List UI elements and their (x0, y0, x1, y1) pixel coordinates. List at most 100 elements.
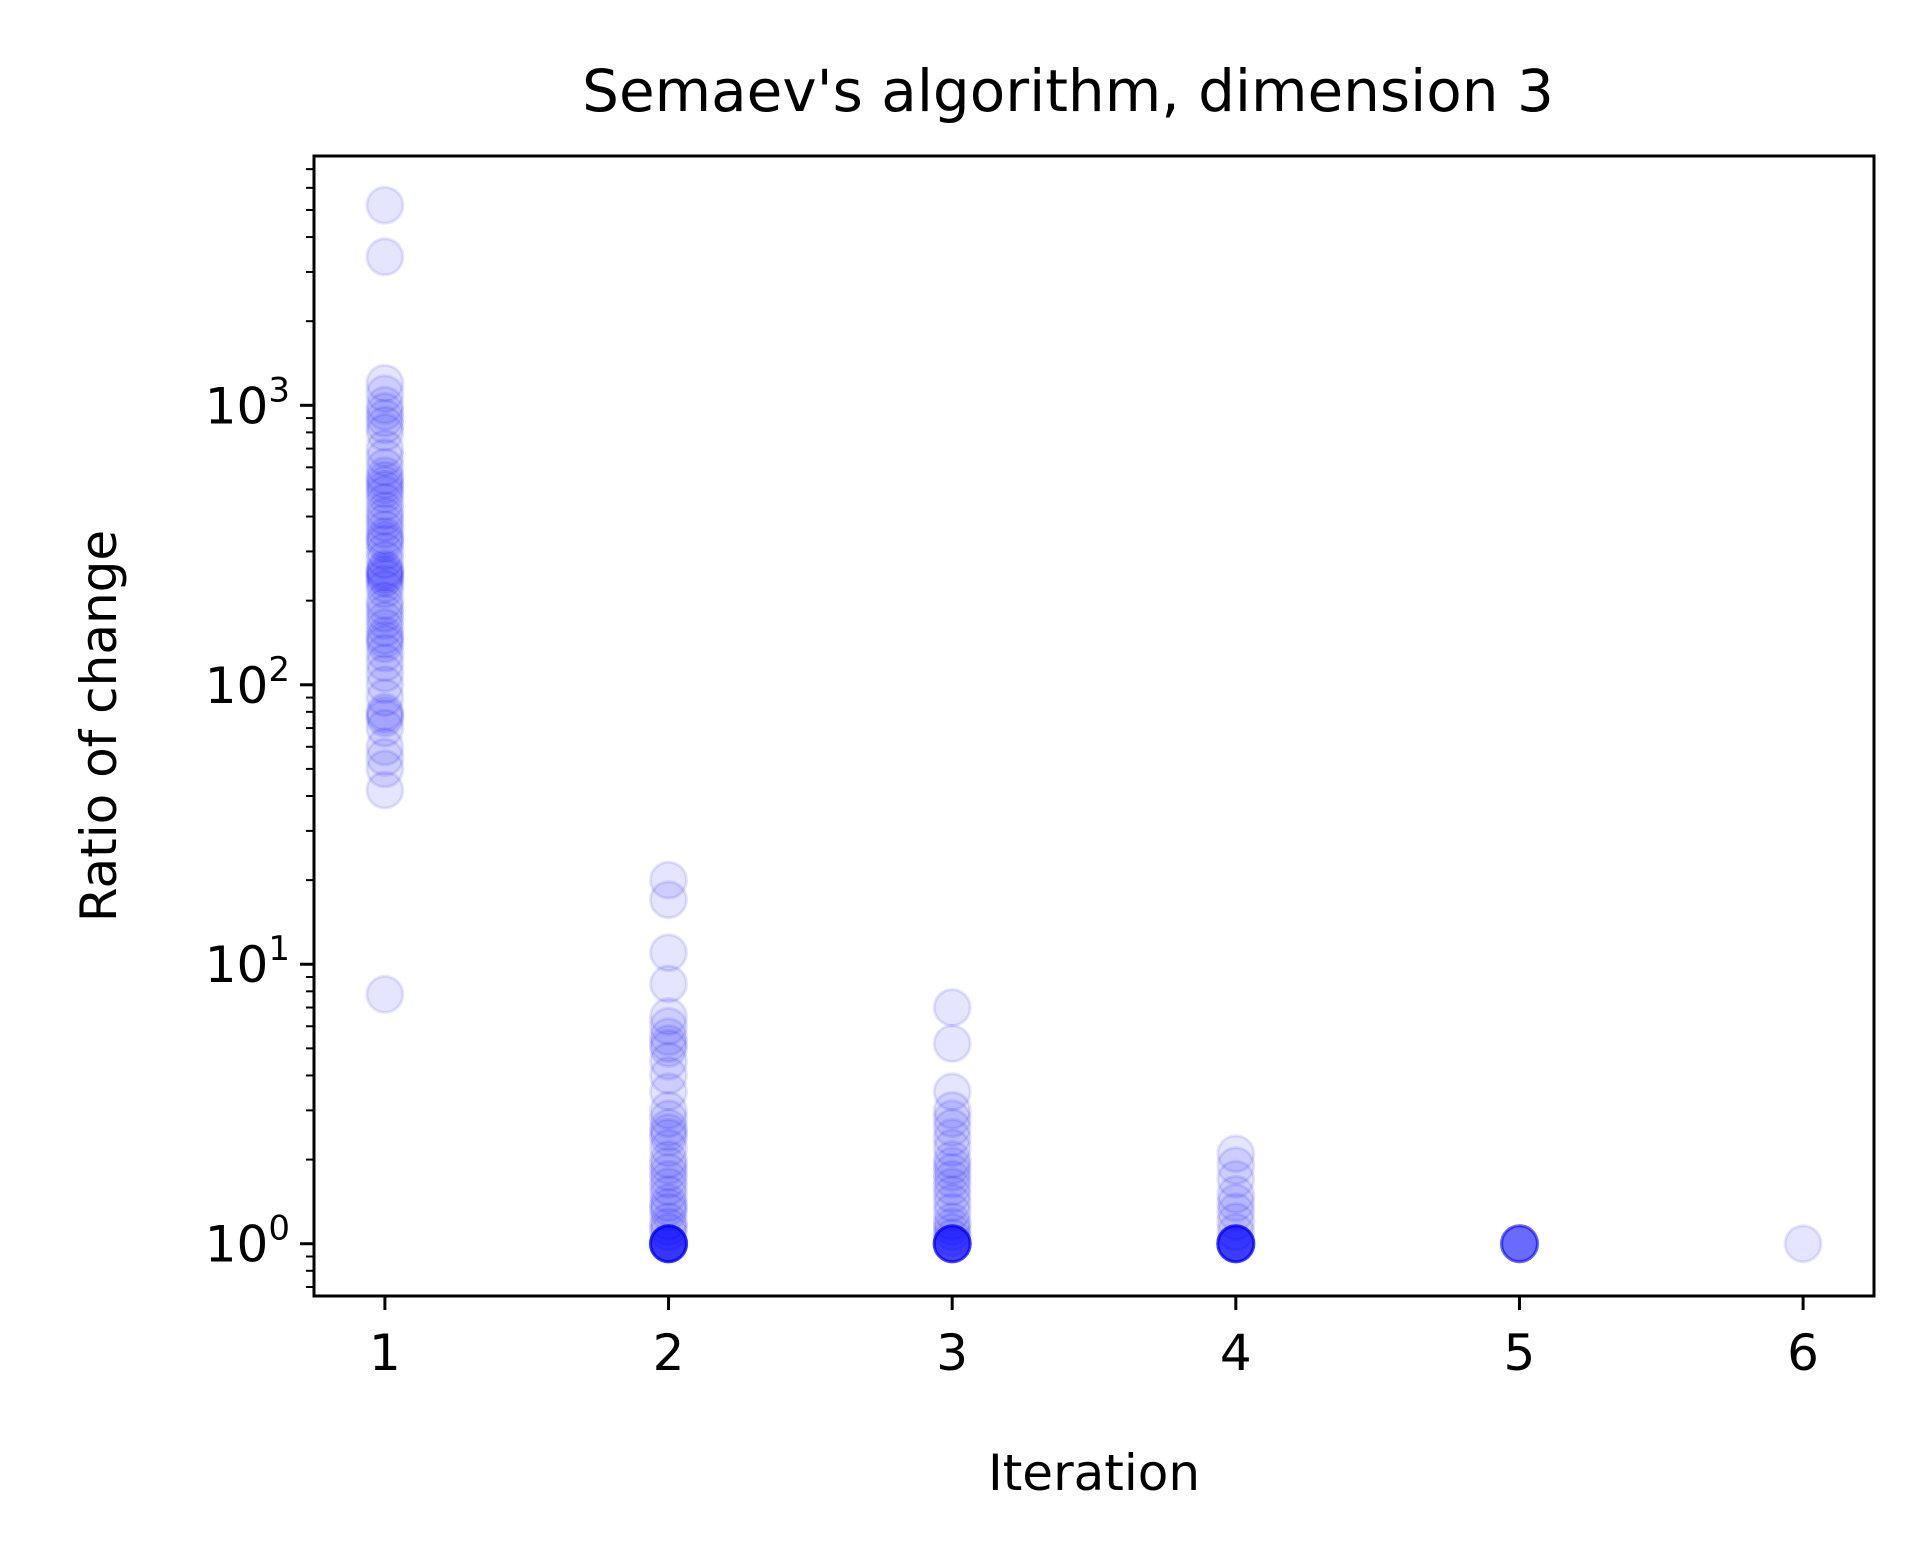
data-point (932, 1224, 972, 1264)
data-point (932, 1224, 972, 1264)
data-point (365, 185, 405, 225)
data-point (649, 1224, 688, 1264)
data-point (932, 1152, 972, 1192)
data-point (649, 1072, 688, 1112)
data-point (649, 1183, 688, 1223)
data-point (1216, 1224, 1256, 1264)
data-point (365, 616, 405, 656)
data-point (365, 556, 405, 596)
data-point (932, 1224, 972, 1264)
data-point (365, 429, 405, 469)
data-point (365, 564, 405, 604)
data-point (365, 531, 405, 571)
data-point (365, 727, 405, 767)
x-tick-label: 5 (1504, 1324, 1536, 1382)
data-point (1216, 1224, 1256, 1264)
data-point (365, 569, 405, 609)
data-point (649, 933, 688, 973)
data-point (365, 520, 405, 560)
data-point (649, 1224, 688, 1264)
data-point (932, 1024, 972, 1064)
data-point (649, 1118, 688, 1157)
data-point (932, 1159, 972, 1199)
y-tick-label: 101 (205, 929, 290, 994)
data-point (649, 1140, 688, 1180)
data-point (365, 737, 405, 777)
data-point (1216, 1183, 1256, 1223)
data-point (1216, 1212, 1256, 1252)
data-point (649, 880, 688, 920)
data-point (1216, 1202, 1256, 1242)
data-point (649, 1146, 688, 1186)
data-point (932, 1224, 972, 1264)
data-point (365, 692, 405, 732)
x-axis-label: Iteration (988, 1444, 1200, 1502)
data-point (1216, 1224, 1256, 1264)
data-point (649, 1224, 688, 1264)
data-point (1216, 1159, 1256, 1199)
data-point (649, 1113, 688, 1152)
data-point (365, 551, 405, 591)
data-point (932, 1224, 972, 1264)
data-point (365, 237, 405, 277)
data-point (932, 1218, 972, 1258)
data-point (932, 1202, 972, 1242)
data-point (649, 1224, 688, 1264)
y-tick-label: 102 (205, 650, 290, 715)
data-point (649, 1192, 688, 1232)
data-point (649, 1224, 688, 1264)
data-point (649, 1152, 688, 1192)
data-point (365, 540, 405, 580)
data-point (649, 1028, 688, 1068)
data-point (365, 653, 405, 693)
data-point (932, 1224, 972, 1264)
data-point (365, 385, 405, 425)
data-point (365, 465, 405, 505)
data-point (1216, 1224, 1256, 1264)
data-point (649, 1108, 688, 1148)
data-point (932, 1090, 972, 1130)
data-point (365, 456, 405, 496)
data-point (365, 491, 405, 531)
data-point (1216, 1192, 1256, 1232)
y-tick-label: 100 (205, 1209, 290, 1274)
data-point (932, 1224, 972, 1264)
data-point (1216, 1224, 1256, 1264)
data-point (649, 1224, 688, 1264)
data-point (649, 1099, 688, 1139)
data-point (932, 988, 972, 1027)
data-point (932, 1128, 972, 1168)
data-point (1216, 1224, 1256, 1264)
data-point (1500, 1224, 1539, 1264)
data-point (932, 1167, 972, 1207)
data-point (932, 1207, 972, 1247)
data-point (365, 559, 405, 598)
data-point (1216, 1146, 1256, 1186)
data-point (932, 1175, 972, 1214)
data-point (649, 1224, 688, 1264)
x-tick-label: 4 (1220, 1324, 1252, 1382)
data-point (1216, 1224, 1256, 1264)
data-point (365, 770, 405, 810)
data-point (649, 1224, 688, 1264)
data-point (932, 1140, 972, 1180)
data-point (1500, 1224, 1539, 1264)
data-point (649, 1090, 688, 1130)
x-tick-label: 1 (369, 1324, 401, 1382)
data-point (365, 482, 405, 522)
data-point (1500, 1224, 1539, 1264)
data-point (932, 1224, 972, 1264)
data-point (1216, 1224, 1256, 1264)
data-point (932, 1224, 972, 1264)
data-point (649, 1006, 688, 1046)
data-point (649, 1167, 688, 1207)
data-point (1216, 1175, 1256, 1214)
data-point (365, 374, 405, 414)
data-point (932, 1224, 972, 1264)
data-point (932, 1183, 972, 1223)
data-point (1216, 1134, 1256, 1174)
data-point (1500, 1224, 1539, 1264)
data-point (365, 524, 405, 564)
